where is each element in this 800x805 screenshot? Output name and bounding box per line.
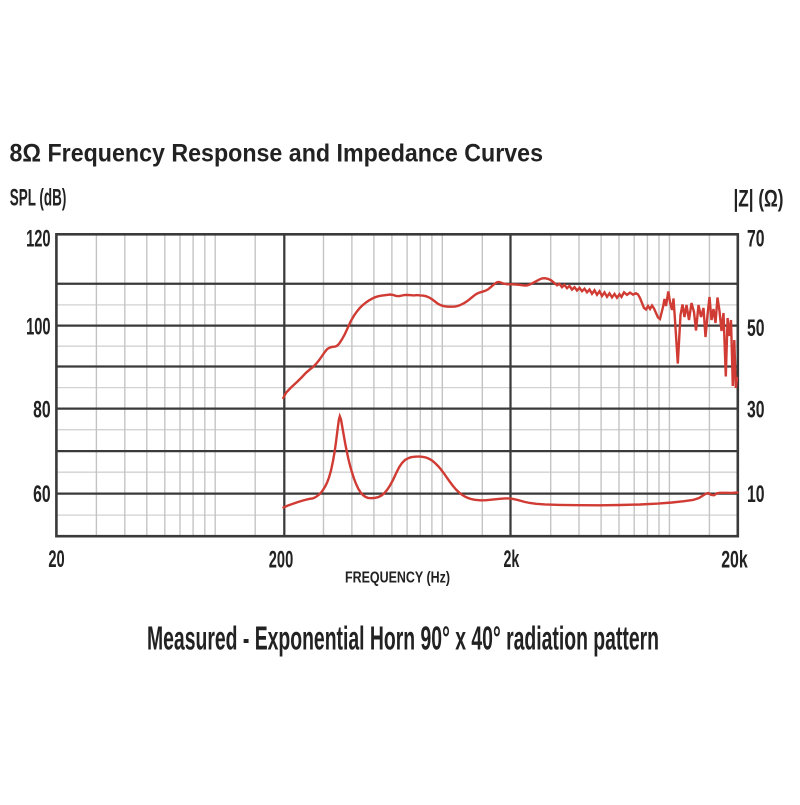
svg-text:|Z| (Ω): |Z| (Ω) [734, 185, 784, 212]
svg-text:70: 70 [747, 226, 765, 253]
svg-text:10: 10 [747, 481, 765, 508]
svg-text:80: 80 [33, 397, 51, 424]
svg-text:Measured - Exponential Horn 90: Measured - Exponential Horn 90° x 40° ra… [147, 621, 659, 658]
svg-text:FREQUENCY (Hz): FREQUENCY (Hz) [345, 570, 450, 587]
svg-text:100: 100 [26, 313, 50, 340]
svg-text:50: 50 [747, 315, 765, 342]
svg-text:30: 30 [747, 397, 765, 424]
svg-text:2k: 2k [504, 546, 520, 573]
svg-text:20k: 20k [721, 546, 748, 573]
svg-text:200: 200 [269, 546, 293, 573]
svg-text:8Ω Frequency Response and Impe: 8Ω Frequency Response and Impedance Curv… [10, 140, 544, 168]
svg-text:120: 120 [26, 226, 50, 253]
svg-text:SPL (dB): SPL (dB) [10, 185, 67, 212]
svg-text:60: 60 [33, 481, 51, 508]
svg-text:20: 20 [48, 546, 64, 573]
